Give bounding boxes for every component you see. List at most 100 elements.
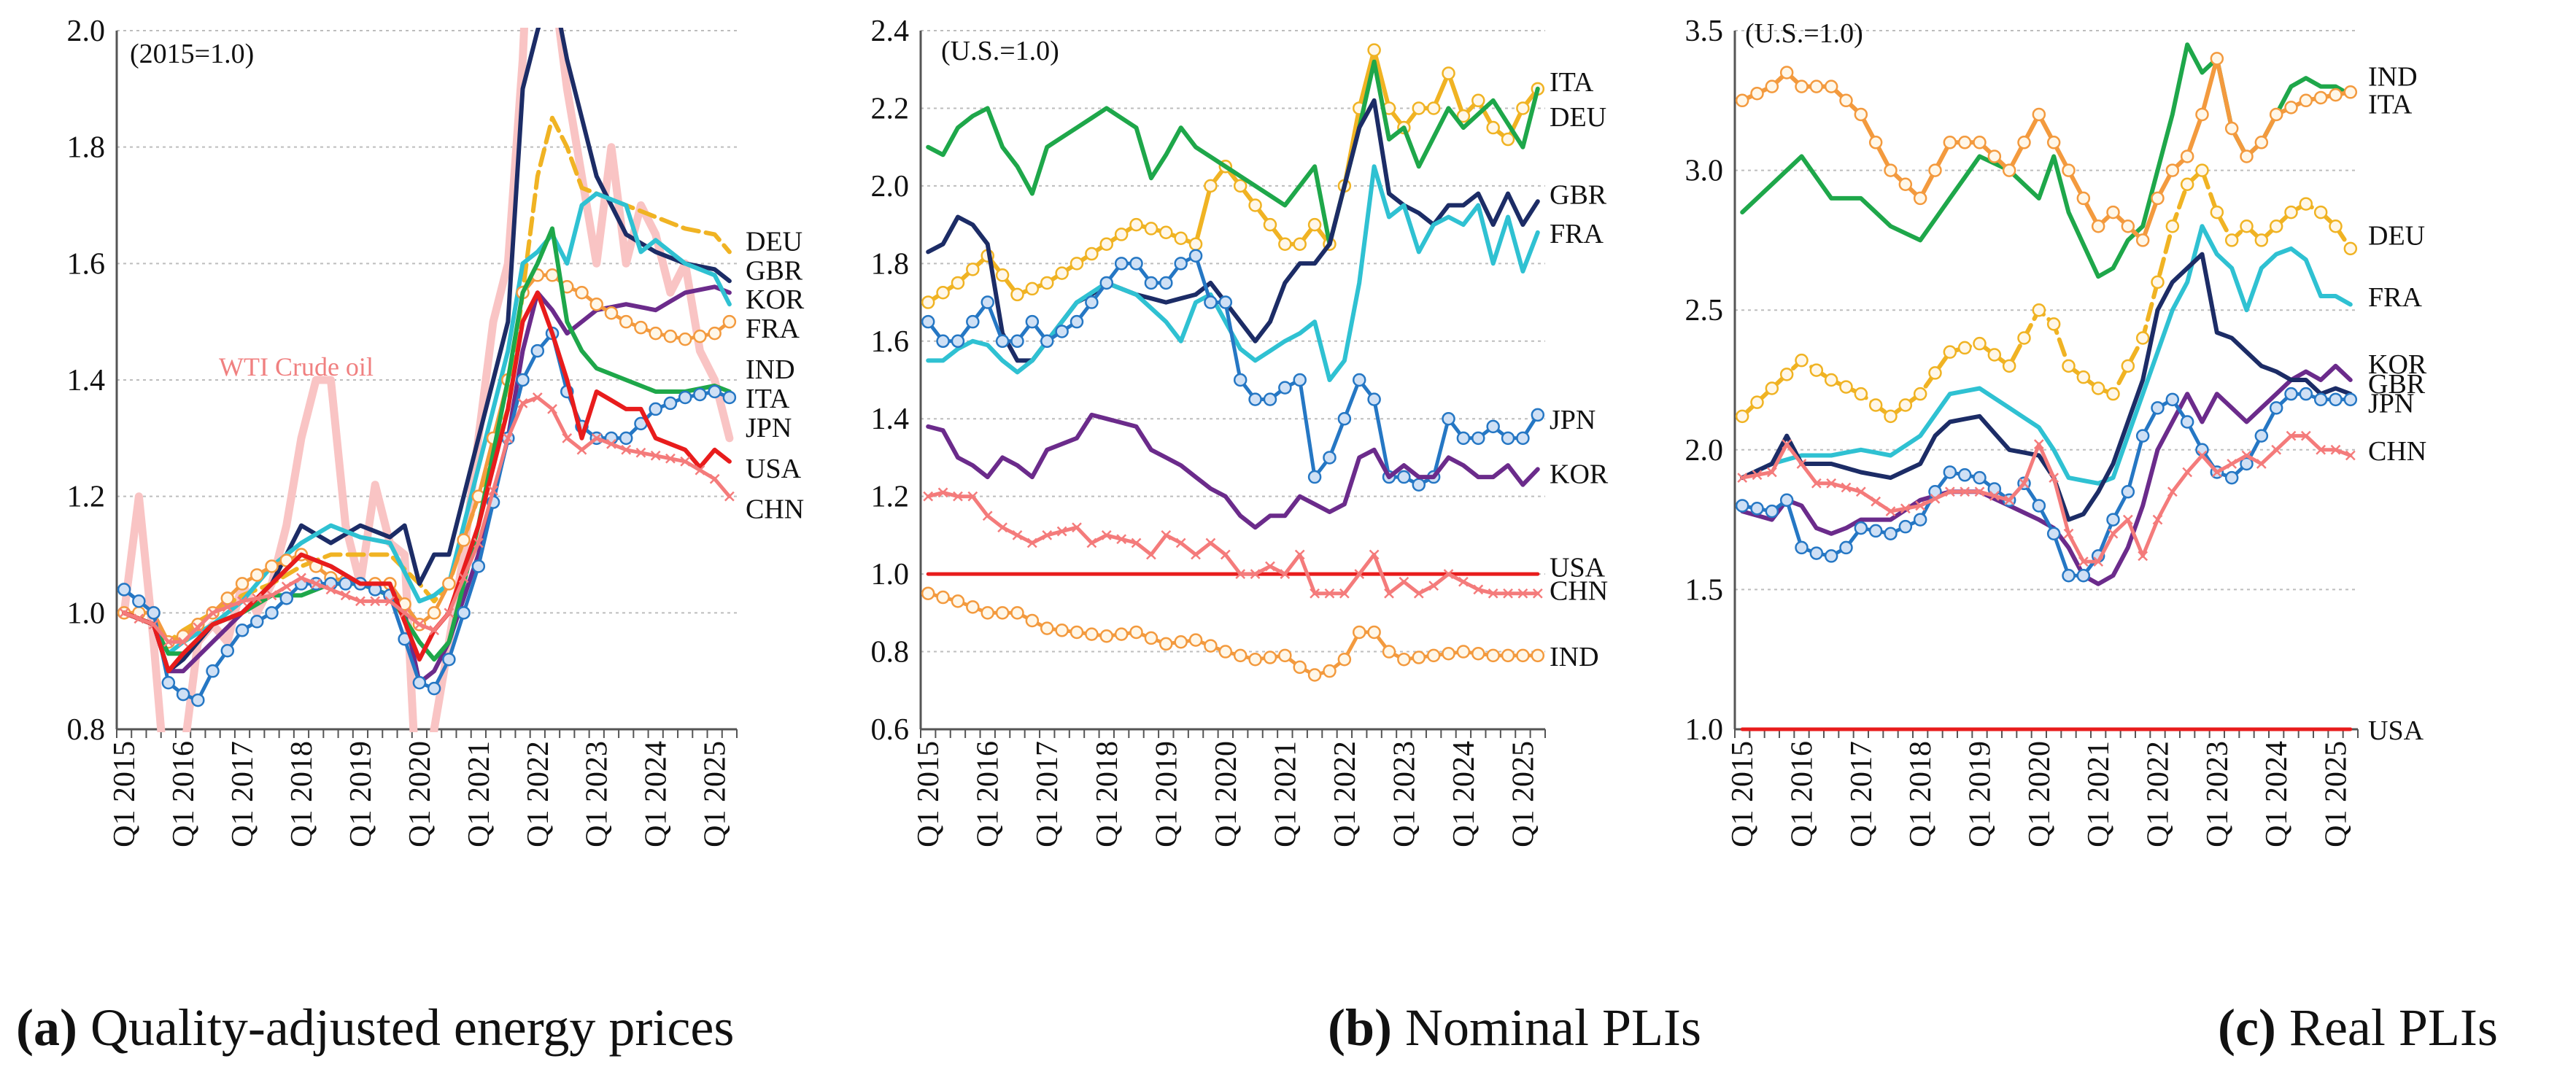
x-tick-label: Q1 2023 [2201, 741, 2235, 847]
data-point-deu [2076, 370, 2091, 384]
y-tick-label: 2.0 [871, 170, 910, 203]
data-point-chn [503, 432, 514, 443]
data-point-chn [2078, 556, 2089, 567]
data-point-ita [1501, 132, 1515, 147]
data-point-ind [235, 577, 250, 591]
x-tick-label: Q1 2015 [912, 741, 945, 847]
y-tick-label: 1.8 [67, 131, 106, 165]
data-point-ind [191, 618, 205, 632]
data-point-deu [1765, 381, 1779, 395]
x-tick-label: Q1 2018 [1091, 741, 1124, 847]
data-point-ind [1129, 625, 1143, 640]
data-point-ind [722, 314, 737, 329]
data-point-ind [1218, 645, 1233, 659]
data-point-chn [163, 637, 174, 648]
data-point-jpn [1735, 499, 1749, 513]
data-point-ind [1025, 613, 1040, 628]
x-tick-label: Q1 2022 [522, 741, 555, 847]
data-point-jpn [1188, 249, 1203, 263]
data-point-ind [1531, 648, 1545, 663]
data-point-jpn [265, 606, 279, 620]
data-point-chn [1384, 588, 1394, 599]
data-point-chn [2122, 514, 2133, 525]
data-point-ind [995, 606, 1010, 620]
legend-label-ita: ITA [2368, 90, 2413, 120]
data-point-chn [148, 619, 159, 630]
y-tick-label: 1.2 [871, 481, 910, 514]
data-point-jpn [339, 577, 352, 591]
data-point-ita [2165, 163, 2180, 177]
data-point-jpn [2062, 568, 2076, 583]
data-point-jpn [1144, 276, 1159, 290]
legend-label-deu: DEU [2368, 221, 2425, 252]
data-point-chn [193, 622, 204, 633]
x-tick-label: Q1 2023 [1388, 741, 1421, 847]
data-point-chn [444, 607, 455, 618]
data-point-ind [1085, 627, 1099, 641]
data-point-ita [2032, 107, 2046, 122]
data-point-ita [1233, 179, 1248, 193]
data-point-chn [311, 578, 322, 589]
data-point-chn [2152, 514, 2163, 525]
y-tick-label: 1.6 [871, 325, 910, 359]
data-point-deu [2299, 197, 2313, 211]
data-point-jpn [176, 687, 190, 702]
data-point-jpn [1085, 295, 1099, 309]
data-point-jpn [1973, 470, 1987, 485]
data-point-jpn [1129, 257, 1143, 271]
data-point-jpn [936, 334, 950, 349]
data-point-jpn [995, 334, 1010, 349]
data-point-chn [724, 491, 735, 502]
data-point-ita [1913, 191, 1927, 206]
data-point-ita [1085, 246, 1099, 261]
data-point-jpn [1456, 431, 1471, 446]
data-point-ind [1456, 645, 1471, 659]
data-point-deu [2091, 381, 2105, 395]
caption-b-letter: (b) [1328, 998, 1392, 1057]
data-point-jpn [1055, 325, 1069, 338]
data-point-jpn [442, 652, 456, 667]
data-point-jpn [951, 334, 965, 349]
data-point-jpn [1263, 392, 1277, 406]
data-point-deu [2224, 233, 2239, 247]
data-point-chn [650, 450, 661, 461]
data-point-jpn [161, 675, 176, 690]
data-point-chn [2316, 444, 2326, 455]
caption-a-text: Quality-adjusted energy prices [77, 998, 735, 1057]
data-point-jpn [1750, 502, 1764, 516]
x-tick-label: Q1 2020 [403, 741, 437, 847]
data-point-jpn [708, 384, 722, 399]
data-point-jpn [1159, 276, 1173, 290]
chart-note: (U.S.=1.0) [941, 36, 1059, 66]
data-point-ita [2046, 136, 2061, 150]
x-tick-label: Q1 2020 [2023, 741, 2057, 847]
data-point-chn [1205, 537, 1216, 548]
data-point-jpn [1516, 431, 1530, 446]
series-line-gbr [122, 28, 732, 674]
data-point-ind [1382, 645, 1396, 659]
data-point-ita [2121, 219, 2135, 233]
series-line-wti-crude-oil [120, 28, 734, 732]
data-point-ita [1248, 198, 1262, 212]
data-point-ita [995, 268, 1010, 282]
data-point-chn [414, 619, 425, 630]
data-point-ind [1323, 664, 1337, 678]
data-point-deu [2002, 359, 2016, 373]
data-point-chn [1871, 496, 1881, 507]
data-point-jpn [1367, 392, 1381, 406]
data-point-deu [1795, 353, 1809, 368]
data-point-ita [1809, 79, 1824, 93]
caption-c-text: Real PLIs [2275, 998, 2498, 1057]
y-tick-label: 0.8 [67, 713, 106, 747]
data-point-jpn [1913, 513, 1927, 527]
data-point-ita [2180, 150, 2194, 163]
x-tick-label: Q1 2019 [1150, 741, 1183, 847]
data-point-ita [1735, 93, 1749, 108]
caption-a-letter: (a) [16, 998, 77, 1057]
x-tick-label: Q1 2016 [167, 741, 201, 847]
data-point-ind [966, 600, 980, 614]
data-point-chn [237, 596, 247, 607]
data-point-chn [1012, 530, 1023, 540]
data-point-ita [1456, 109, 1471, 123]
